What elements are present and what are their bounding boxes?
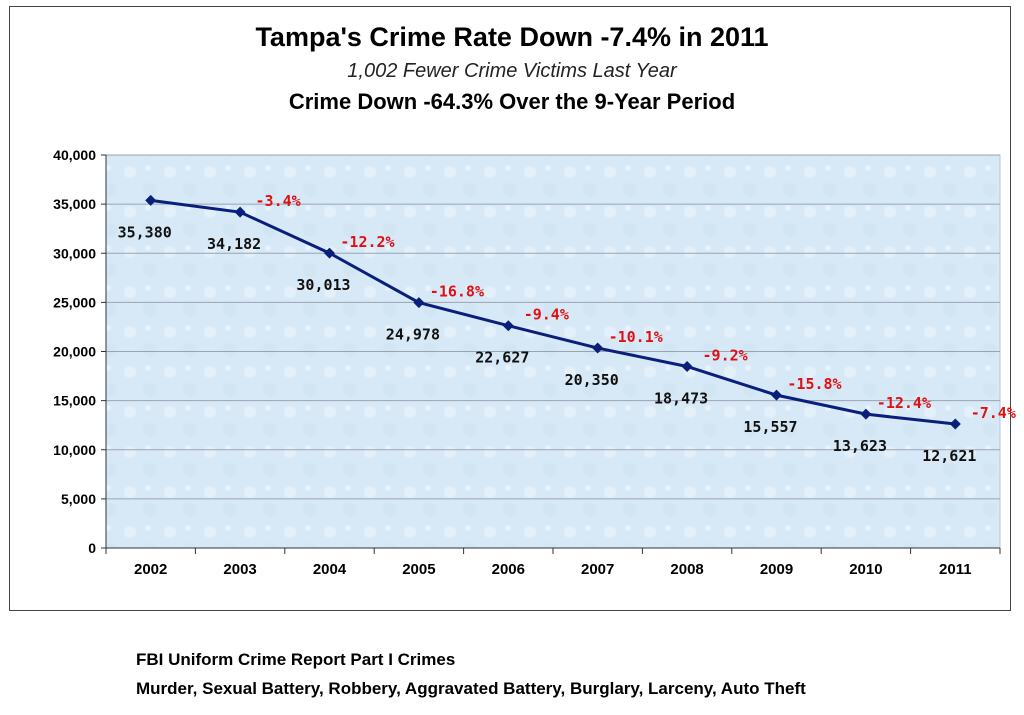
change-label: -16.8% (430, 283, 484, 301)
data-point (592, 342, 604, 354)
data-label: 34,182 (207, 235, 261, 253)
data-label: 18,473 (654, 390, 708, 408)
data-label: 22,627 (475, 349, 529, 367)
series-line (150, 198, 956, 426)
x-tick-label: 2004 (313, 561, 347, 578)
change-label: -3.4% (256, 192, 301, 210)
data-point (949, 418, 961, 430)
change-label: -12.2% (340, 233, 394, 251)
change-label: -12.4% (877, 394, 931, 412)
data-label: 35,380 (118, 223, 172, 241)
data-point (860, 408, 872, 420)
data-point (771, 389, 782, 401)
data-point (681, 361, 693, 373)
x-tick-label: 2011 (939, 561, 972, 578)
footer-source: FBI Uniform Crime Report Part I Crimes (136, 650, 456, 669)
data-label: 24,978 (386, 326, 440, 344)
x-tick-label: 2009 (760, 561, 793, 578)
x-tick-label: 2008 (670, 561, 703, 578)
data-point (234, 206, 246, 218)
footer-crimes: Murder, Sexual Battery, Robbery, Aggrava… (136, 679, 806, 698)
change-label: -9.4% (524, 306, 569, 324)
x-tick-label: 2006 (492, 561, 525, 578)
data-point (145, 194, 157, 206)
change-label: -15.8% (787, 375, 841, 393)
data-label: 30,013 (296, 276, 350, 294)
data-label: 13,623 (833, 437, 887, 455)
data-label: 20,350 (565, 371, 619, 389)
change-label: -10.1% (609, 328, 663, 346)
y-tick-label: 40,000 (53, 147, 96, 163)
x-tick-label: 2002 (134, 561, 167, 578)
y-tick-label: 35,000 (53, 196, 96, 212)
data-label: 15,557 (743, 418, 797, 436)
y-tick-label: 5,000 (61, 491, 96, 507)
chart-subtitle-2: Crime Down -64.3% Over the 9-Year Period (288, 89, 736, 114)
data-label: 12,621 (922, 447, 976, 465)
data-point (502, 320, 514, 332)
y-tick-label: 20,000 (53, 344, 96, 360)
chart-subtitle: 1,002 Fewer Crime Victims Last Year (347, 60, 677, 82)
change-label: -9.2% (703, 347, 748, 365)
y-tick-label: 10,000 (53, 442, 96, 458)
x-tick-label: 2003 (223, 561, 256, 578)
y-tick-label: 0 (88, 540, 96, 556)
y-tick-label: 25,000 (53, 294, 96, 310)
change-label: -7.4% (971, 404, 1016, 422)
chart-title: Tampa's Crime Rate Down -7.4% in 2011 (255, 22, 769, 52)
x-tick-label: 2007 (581, 561, 614, 578)
x-tick-label: 2010 (849, 561, 882, 578)
data-point (413, 297, 425, 309)
x-tick-label: 2005 (402, 561, 435, 578)
data-point (324, 247, 335, 259)
y-tick-label: 15,000 (53, 393, 96, 409)
y-tick-label: 30,000 (53, 245, 96, 261)
